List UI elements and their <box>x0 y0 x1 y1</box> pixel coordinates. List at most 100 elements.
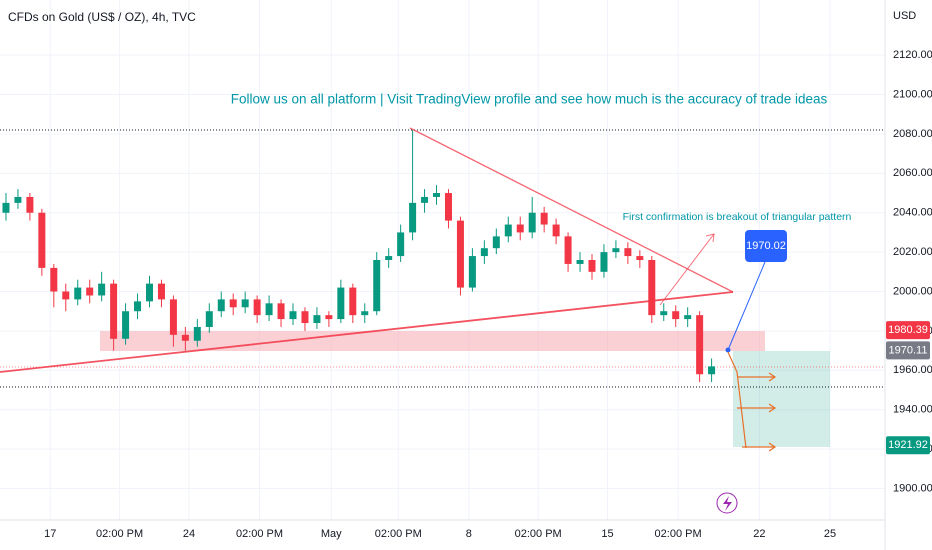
candle-body <box>600 252 608 272</box>
candle-body <box>349 287 357 316</box>
candle-body <box>277 303 285 320</box>
event-icon[interactable] <box>716 492 738 514</box>
y-tick-label: 1940.00 <box>893 404 932 416</box>
price-tag-label: 1980.39 <box>888 324 928 336</box>
candle-body <box>708 366 716 375</box>
candle-body <box>516 224 524 233</box>
x-tick-label: 02:00 PM <box>236 528 283 540</box>
price-tag-label: 1970.11 <box>889 344 928 356</box>
price-tag <box>886 341 930 360</box>
candle-body <box>660 311 668 316</box>
x-tick-label: 02:00 PM <box>515 528 562 540</box>
triangle-upper <box>409 127 734 293</box>
y-tick-label: 2060.00 <box>893 167 932 179</box>
candle-body <box>624 248 632 257</box>
candle-body <box>456 220 464 288</box>
candle-body <box>361 311 369 316</box>
y-tick-label: 2100.00 <box>893 88 932 100</box>
triangle-lower <box>0 291 734 373</box>
x-tick-label: 02:00 PM <box>655 528 702 540</box>
candle-body <box>672 311 680 320</box>
candle-body <box>193 326 201 341</box>
candle-body <box>145 283 153 302</box>
candle-body <box>134 301 142 312</box>
symbol-title: CFDs on Gold (US$ / OZ), 4h, TVC <box>8 10 196 24</box>
candle-body <box>301 311 309 324</box>
candle-body <box>50 267 58 292</box>
y-tick-label: 2120.00 <box>893 49 932 61</box>
price-tag <box>886 436 930 455</box>
candle-body <box>38 212 46 268</box>
candle-body <box>122 311 130 339</box>
price-tag <box>886 321 930 340</box>
candle-body <box>409 202 417 233</box>
candle-body <box>74 287 82 300</box>
candles <box>2 130 716 383</box>
candle-body <box>492 236 500 249</box>
x-tick-label: 24 <box>183 528 195 540</box>
candle-body <box>552 224 560 237</box>
candle-body <box>588 260 596 272</box>
candle-body <box>421 196 429 203</box>
candle-body <box>62 291 70 300</box>
arrow-head <box>705 233 715 243</box>
callout-label: 1970.02 <box>746 240 786 252</box>
candle-body <box>325 315 333 320</box>
candle-body <box>564 236 572 264</box>
candle-body <box>14 196 22 203</box>
candle-body <box>229 299 237 308</box>
candle-body <box>612 248 620 253</box>
candle-body <box>241 299 249 308</box>
y-tick-label: 1960.00 <box>893 364 932 376</box>
support-zone <box>100 331 765 351</box>
candle-body <box>169 299 177 335</box>
axes: 1900.001920.001940.001960.001980.002000.… <box>44 49 932 540</box>
candle-body <box>528 212 536 233</box>
candle-body <box>98 283 106 296</box>
callout-box <box>745 230 787 262</box>
x-tick-label: 17 <box>44 528 56 540</box>
y-tick-label: 2080.00 <box>893 128 932 140</box>
candle-body <box>468 256 476 288</box>
candle-body <box>157 283 165 300</box>
callout-point <box>725 347 731 353</box>
x-tick-label: May <box>321 528 342 540</box>
candle-body <box>110 283 118 339</box>
candle-body <box>576 260 584 264</box>
candle-body <box>540 212 548 225</box>
y-tick-label: 2040.00 <box>893 207 932 219</box>
y-tick-label: 1900.00 <box>893 482 932 494</box>
x-tick-label: 8 <box>466 528 472 540</box>
candle-body <box>696 315 704 375</box>
event-icon-bolt <box>723 496 732 511</box>
candle-body <box>26 196 34 213</box>
callout-line <box>727 261 766 351</box>
price-tag-label: 1921.92 <box>888 439 928 451</box>
x-tick-label: 25 <box>824 528 836 540</box>
target-arrow <box>737 372 777 382</box>
candle-body <box>373 260 381 312</box>
target-arrow <box>737 403 777 413</box>
candle-body <box>648 260 656 316</box>
candle-body <box>289 311 297 320</box>
candle-body <box>480 248 488 257</box>
x-tick-label: 02:00 PM <box>375 528 422 540</box>
y-tick-label: 2000.00 <box>893 285 932 297</box>
x-tick-label: 02:00 PM <box>96 528 143 540</box>
candle-body <box>253 299 261 316</box>
annotation: Follow us on all platform | Visit Tradin… <box>231 92 828 107</box>
candle-body <box>181 334 189 341</box>
candle-body <box>265 303 273 316</box>
candle-body <box>684 315 692 320</box>
breakout-arrow <box>659 233 715 306</box>
y-tick-label: 2020.00 <box>893 246 932 258</box>
candle-body <box>433 193 441 197</box>
x-tick-label: 15 <box>601 528 613 540</box>
projection <box>727 351 777 452</box>
candle-body <box>444 193 452 221</box>
candle-body <box>337 287 345 320</box>
x-tick-label: 22 <box>753 528 765 540</box>
candle-body <box>385 256 393 260</box>
